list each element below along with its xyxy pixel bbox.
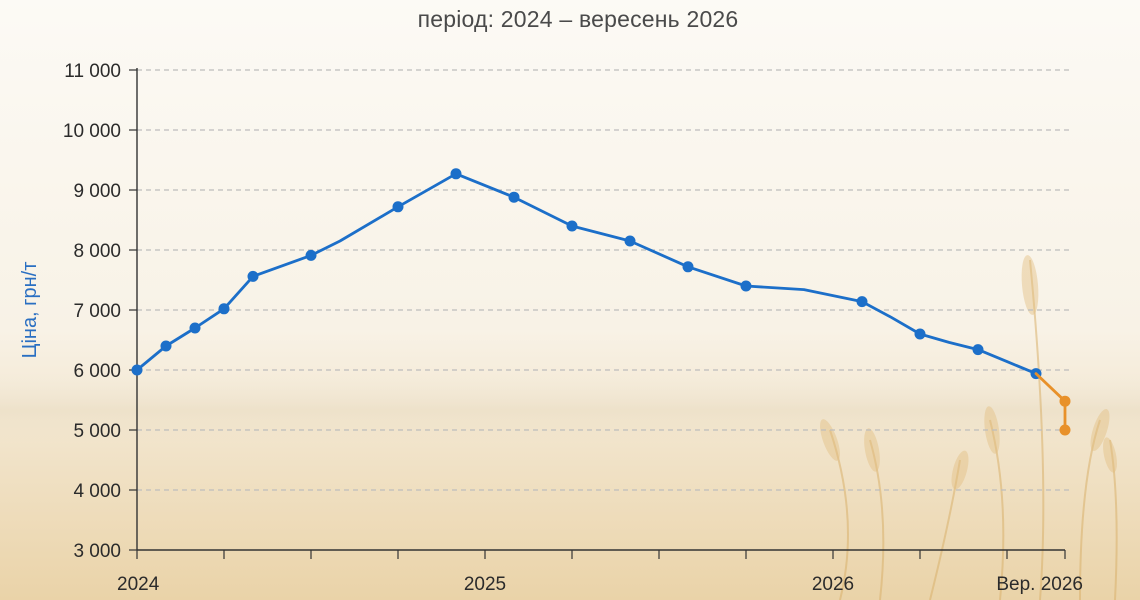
data-point-actual — [247, 270, 259, 282]
data-point-actual — [392, 201, 404, 213]
y-axis-label: Ціна, грн/т — [19, 262, 41, 359]
data-point-actual — [566, 220, 578, 232]
data-point-actual — [218, 303, 230, 315]
data-point-actual — [160, 340, 172, 352]
y-tick-label: 11 000 — [64, 61, 121, 82]
data-point-actual — [856, 296, 868, 308]
y-tick-label: 5 000 — [73, 421, 121, 442]
x-tick-label: 2024 — [117, 574, 160, 595]
series-line-actual — [135, 172, 1038, 375]
y-tick-label: 9 000 — [73, 181, 121, 202]
chart-subtitle: період: 2024 – вересень 2026 — [417, 6, 739, 32]
series — [131, 168, 1071, 436]
y-tick-label: 3 000 — [73, 541, 121, 562]
data-point-forecast — [1059, 424, 1071, 436]
data-point-actual — [508, 191, 520, 203]
data-point-forecast — [1059, 395, 1071, 407]
y-tick-label: 4 000 — [73, 481, 121, 502]
data-point-actual — [624, 235, 636, 247]
grid-lines — [137, 69, 1070, 491]
data-point-actual — [189, 322, 201, 334]
axes: 3 000 4 000 5 000 6 000 7 000 8 000 9 000 10 00… — [63, 61, 1083, 595]
y-tick-label: 8 000 — [73, 241, 121, 262]
data-point-actual — [682, 261, 694, 273]
data-point-actual — [305, 249, 317, 261]
data-point-actual — [450, 168, 462, 180]
x-tick-label: Вер. 2026 — [996, 574, 1083, 595]
y-tick-label: 7 000 — [73, 301, 121, 322]
data-point-actual — [131, 364, 143, 376]
x-tick-label: 2025 — [464, 574, 506, 595]
x-tick-label: 2026 — [812, 574, 854, 595]
y-tick-label: 6 000 — [73, 361, 121, 382]
data-point-actual — [914, 328, 926, 340]
data-point-actual — [972, 344, 984, 356]
data-point-actual — [740, 280, 752, 292]
y-tick-label: 10 000 — [63, 121, 121, 142]
